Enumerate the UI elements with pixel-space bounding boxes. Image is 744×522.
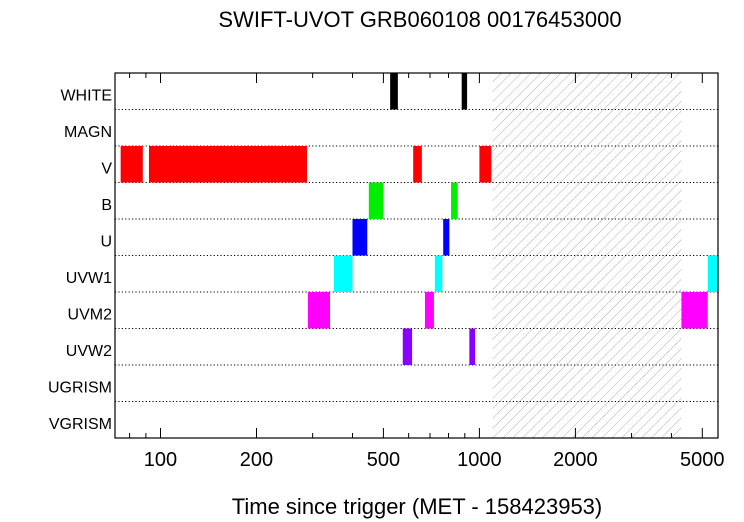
- x-axis-label: Time since trigger (MET - 158423953): [232, 494, 603, 519]
- x-tick-label: 100: [144, 449, 177, 471]
- x-axis-ticks: 100 200 500 1000 2000 5000: [129, 73, 725, 471]
- exposure-bar-white: [461, 73, 468, 110]
- exposure-bar-uvw2: [469, 328, 476, 365]
- row-label-ugrism: UGRISM: [48, 380, 112, 397]
- exposure-bars: [120, 73, 718, 365]
- exposure-bar-v: [120, 146, 143, 183]
- exposure-bar-uvw1: [707, 255, 718, 292]
- row-label-b: B: [101, 197, 112, 214]
- row-label-uvw2: UVW2: [66, 343, 112, 360]
- exposure-bar-uvm2: [424, 292, 434, 329]
- exposure-bar-uvm2: [681, 292, 708, 329]
- exposure-bar-u: [352, 219, 368, 256]
- x-tick-label: 1000: [457, 449, 502, 471]
- exposure-bar-white: [390, 73, 398, 110]
- row-label-u: U: [100, 234, 112, 251]
- row-label-magn: MAGN: [64, 124, 112, 141]
- x-tick-label: 200: [240, 449, 273, 471]
- plot-frame: [114, 72, 719, 439]
- row-label-vgrism: VGRISM: [49, 416, 112, 433]
- row-label-white: WHITE: [60, 88, 112, 105]
- exposure-bar-uvw2: [402, 328, 413, 365]
- exposure-bar-b: [368, 182, 384, 219]
- exposure-bar-v: [479, 146, 492, 183]
- row-label-uvw1: UVW1: [66, 270, 112, 287]
- exposure-bar-uvw1: [334, 255, 353, 292]
- exposure-bar-v: [413, 146, 422, 183]
- exposure-bar-uvm2: [307, 292, 330, 329]
- row-label-uvm2: UVM2: [68, 307, 113, 324]
- exposure-bar-u: [443, 219, 450, 256]
- chart-title: SWIFT-UVOT GRB060108 00176453000: [218, 7, 621, 32]
- exposure-bar-b: [451, 182, 458, 219]
- x-tick-label: 5000: [680, 449, 725, 471]
- row-labels: WHITE MAGN V B U UVW1 UVM2 UVW2 UGRISM VGRISM: [48, 88, 112, 434]
- exposure-bar-v: [148, 146, 307, 183]
- row-label-v: V: [101, 161, 112, 178]
- exposure-bar-uvw1: [434, 255, 443, 292]
- x-tick-label: 2000: [553, 449, 598, 471]
- x-tick-label: 500: [367, 449, 400, 471]
